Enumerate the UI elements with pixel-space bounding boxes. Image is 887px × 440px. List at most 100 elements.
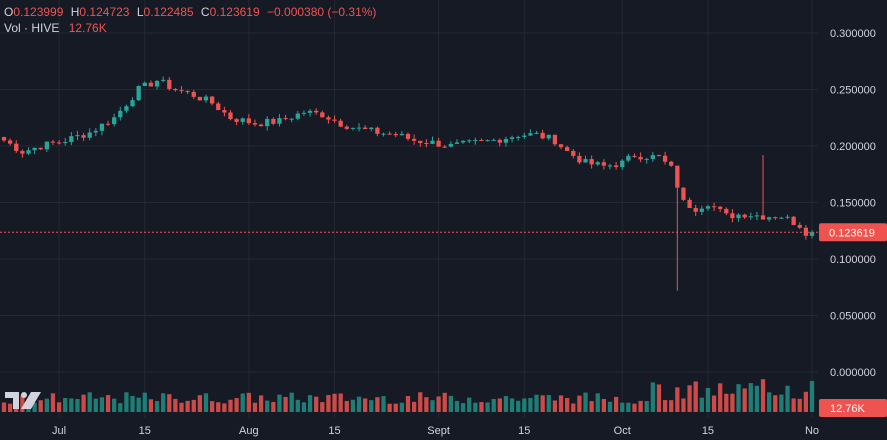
candle-body [558, 144, 564, 148]
candle-body [473, 140, 478, 142]
candle-body [203, 96, 209, 101]
volume-bar [485, 402, 490, 412]
x-tick-label: 15 [328, 425, 340, 437]
volume-bar [497, 398, 502, 412]
volume-bar [577, 395, 582, 412]
candle-body [405, 133, 411, 139]
candle-body [595, 162, 600, 165]
volume-bar [718, 383, 723, 412]
y-tick-label: 0.050000 [830, 311, 876, 323]
candle-body [467, 140, 472, 142]
volume-bar [803, 391, 809, 412]
candle-body [669, 161, 674, 166]
candle-body [534, 132, 539, 134]
volume-bar [7, 403, 13, 412]
volume-bar [320, 402, 325, 412]
candle-body [681, 187, 686, 200]
volume-bar [44, 398, 49, 412]
volume-label: Vol · HIVE [4, 21, 60, 35]
volume-bar [69, 398, 74, 412]
y-tick-label: 0.150000 [830, 198, 876, 210]
volume-bar [503, 395, 509, 412]
candle-body [497, 139, 502, 143]
candle-body [705, 206, 711, 209]
candle-body [613, 165, 619, 168]
volume-bar [552, 400, 558, 412]
candle-body [252, 123, 258, 125]
volume-bar [724, 393, 729, 412]
volume-bar [675, 387, 680, 412]
volume-bar [222, 403, 227, 412]
volume-bar [338, 393, 343, 412]
volume-bar [705, 387, 711, 412]
volume-bar [571, 403, 576, 412]
candle-body [258, 124, 264, 127]
volume-bar [595, 393, 600, 412]
volume-bar [601, 398, 607, 412]
candle-body [240, 118, 245, 122]
volume-bar [736, 384, 741, 412]
candle-body [283, 118, 288, 120]
candle-body [767, 217, 772, 220]
volume-bar [375, 397, 380, 412]
volume-bar [454, 400, 460, 412]
candle-body [81, 135, 86, 138]
volume-bar [767, 392, 772, 412]
volume-bar [748, 383, 753, 412]
volume-bar [522, 398, 527, 412]
candle-body [675, 165, 680, 188]
y-tick-label: 0.100000 [830, 254, 876, 266]
candle-body [179, 90, 184, 92]
candle-body [430, 140, 435, 144]
x-tick-label: Aug [239, 425, 259, 437]
volume-bar [711, 395, 717, 412]
volume-bar [393, 403, 398, 412]
candle-body [687, 199, 692, 208]
candle-body [626, 155, 631, 161]
volume-bar [773, 395, 778, 412]
candle-body [20, 150, 25, 154]
candle-body [7, 140, 13, 144]
candle-body [607, 165, 613, 167]
candle-body [509, 137, 515, 139]
candle-body [246, 118, 251, 124]
volume-bar [344, 400, 349, 412]
volume-bar [350, 399, 356, 412]
candle-body [14, 143, 19, 151]
x-tick-label: 15 [139, 425, 151, 437]
volume-bar [754, 385, 760, 412]
volume-bar [681, 398, 686, 412]
volume-bar [583, 392, 588, 412]
candle-body [693, 207, 698, 212]
x-tick-label: 15 [518, 425, 530, 437]
volume-bar [491, 398, 496, 412]
candle-body [136, 86, 141, 101]
candle-body [265, 118, 270, 127]
volume-bar [191, 399, 196, 412]
candle-body [130, 100, 135, 107]
volume-bar [644, 400, 649, 412]
legend: O0.123999 H0.124723 L0.122485 C0.123619 … [4, 4, 376, 36]
x-tick-label: Jul [52, 425, 66, 437]
volume-bar [693, 381, 698, 412]
candle-body [369, 127, 374, 130]
volume-bar [124, 392, 129, 412]
y-tick-label: 0.000000 [830, 367, 876, 379]
candle-body [191, 91, 196, 97]
candle-body [399, 133, 405, 136]
volume-bar [809, 380, 815, 412]
candle-body [491, 139, 496, 141]
volume-bar [448, 395, 453, 412]
candle-body [234, 119, 239, 122]
candle-body [601, 162, 607, 166]
volume-bar [467, 397, 472, 412]
volume-bar [93, 398, 98, 412]
volume-bar [473, 402, 478, 412]
candle-body [589, 159, 594, 165]
tradingview-logo-icon[interactable] [4, 389, 44, 411]
candle-body [546, 134, 551, 139]
volume-bar [258, 395, 264, 412]
volume-bar [516, 400, 521, 412]
